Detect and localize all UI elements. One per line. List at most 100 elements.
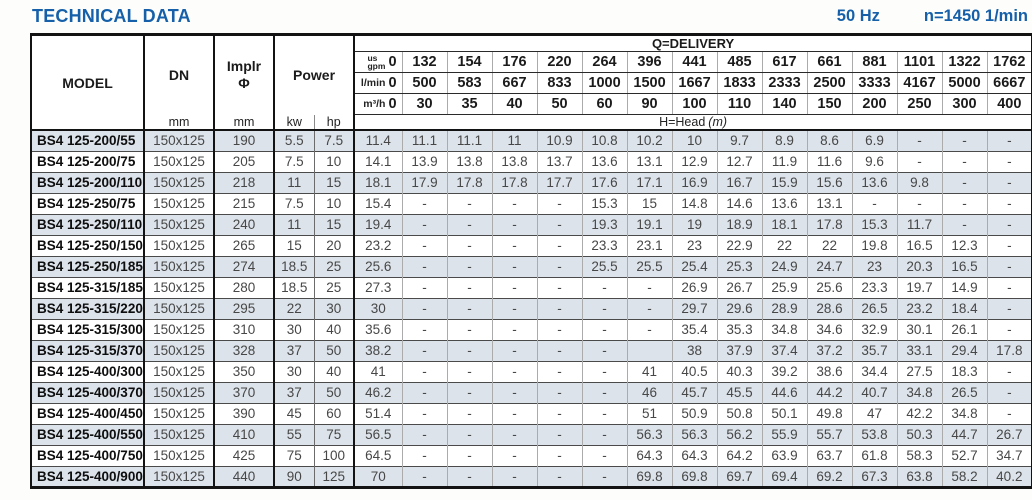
head-value-cell: 51.4 <box>353 402 403 424</box>
impeller-cell: 410 <box>214 423 275 445</box>
hp-cell: 25 <box>314 276 355 298</box>
dn-cell: 150x125 <box>144 444 215 466</box>
head-value-cell: - <box>896 192 943 214</box>
head-value-cell: 26.7 <box>716 276 763 298</box>
head-value-cell: 17.7 <box>536 171 583 193</box>
page-title: TECHNICAL DATA <box>32 6 191 26</box>
head-value-cell: 15.3 <box>851 213 898 235</box>
head-value-cell: - <box>536 255 583 277</box>
table-row: BS4 125-250/75 150x125 215 7.5 10 15.4- - - -15.… <box>31 192 1032 214</box>
hp-cell: 25 <box>314 255 355 277</box>
head-value-cell: 33.1 <box>896 339 943 361</box>
model-cell: BS4 125-250/110 <box>31 213 145 235</box>
kw-cell: 5.5 <box>274 129 315 151</box>
head-value-cell: - <box>581 318 628 340</box>
head-value-cell: - <box>401 255 448 277</box>
head-value-cell: - <box>401 297 448 319</box>
impeller-cell: 390 <box>214 402 275 424</box>
flow-value-cell: 2500 <box>806 72 853 94</box>
flow-value-cell: 400 <box>986 93 1032 115</box>
col-header-dn: DN <box>144 34 215 115</box>
hp-label: hp <box>326 114 341 129</box>
speed-label: n=1450 1/min <box>923 7 1028 25</box>
flow-value-cell: 583 <box>446 72 493 94</box>
model-cell: BS4 125-250/75 <box>31 192 145 214</box>
head-value-cell: 22.9 <box>716 234 763 256</box>
head-value-cell: 40.2 <box>986 465 1032 487</box>
head-value-cell: - <box>536 444 583 466</box>
impeller-label: Implr <box>226 57 262 74</box>
flow-value-cell: 264 <box>581 51 628 73</box>
head-value-cell: 41 <box>353 360 403 382</box>
head-value-cell: - <box>446 192 493 214</box>
impeller-cell: 425 <box>214 444 275 466</box>
head-value-cell: 56.5 <box>353 423 403 445</box>
head-value-cell: 63.7 <box>806 444 853 466</box>
head-value-cell: - <box>581 402 628 424</box>
head-value-cell: - <box>626 318 673 340</box>
flow-value-cell: 1667 <box>671 72 718 94</box>
head-value-cell: - <box>401 234 448 256</box>
head-value-cell: 6.9 <box>851 129 898 151</box>
table-row: BS4 125-400/370 150x125 370 37 50 46.2- - - - -46… <box>31 381 1032 403</box>
impeller-cell: 215 <box>214 192 275 214</box>
head-value-cell: 26.9 <box>671 276 718 298</box>
flow-unit-label: m³/h <box>363 97 386 110</box>
head-value-cell: 19.1 <box>626 213 673 235</box>
flow-unit-cell: us gpm 0 <box>353 51 403 73</box>
head-value-cell: 23.2 <box>353 234 403 256</box>
head-value-cell: 34.4 <box>851 360 898 382</box>
head-value-cell: 17.8 <box>446 171 493 193</box>
kw-cell: 18.5 <box>274 255 315 277</box>
head-value-cell: - <box>491 381 538 403</box>
hp-cell: 100 <box>314 444 355 466</box>
head-value-cell: 25.4 <box>671 255 718 277</box>
head-value-cell: 64.3 <box>626 444 673 466</box>
head-value-cell: - <box>446 423 493 445</box>
head-value-cell: 39.2 <box>761 360 808 382</box>
h-head-unit: (m) <box>708 115 728 129</box>
head-value-cell: 55.7 <box>806 423 853 445</box>
head-value-cell: 17.1 <box>626 171 673 193</box>
head-value-cell: - <box>491 465 538 487</box>
head-value-cell: 50.3 <box>896 423 943 445</box>
head-value-cell: 16.5 <box>896 234 943 256</box>
flow-value-cell: 6667 <box>986 72 1032 94</box>
head-value-cell: 11 <box>491 129 538 151</box>
head-value-cell: - <box>401 360 448 382</box>
head-value-cell: - <box>491 213 538 235</box>
head-value-cell: 12.7 <box>716 150 763 172</box>
head-value-cell: 9.8 <box>896 171 943 193</box>
head-value-cell: - <box>401 444 448 466</box>
head-value-cell: 29.7 <box>671 297 718 319</box>
model-cell: BS4 125-400/300 <box>31 360 145 382</box>
head-value-cell: - <box>986 402 1032 424</box>
head-value-cell: 13.8 <box>491 150 538 172</box>
head-value-cell: 50.8 <box>716 402 763 424</box>
model-cell: BS4 125-315/185 <box>31 276 145 298</box>
impeller-cell: 190 <box>214 129 275 151</box>
head-value-cell: - <box>491 360 538 382</box>
flow-value-cell: 140 <box>761 93 808 115</box>
head-value-cell: 25.9 <box>761 276 808 298</box>
kw-cell: 75 <box>274 444 315 466</box>
head-value-cell: 10 <box>671 129 718 151</box>
head-value-cell: 26.5 <box>851 297 898 319</box>
flow-value-cell: 1322 <box>941 51 988 73</box>
impeller-unit-label: mm <box>214 114 275 130</box>
col-header-impeller: Implr Φ <box>214 34 275 115</box>
head-value-cell: 17.6 <box>581 171 628 193</box>
head-value-cell: 19.8 <box>851 234 898 256</box>
hp-cell: 50 <box>314 339 355 361</box>
frequency-label: 50 Hz <box>836 7 880 25</box>
head-value-cell: 38.2 <box>353 339 403 361</box>
head-value-cell: - <box>986 171 1032 193</box>
table-row: BS4 125-315/300 150x125 310 30 40 35.6- - - - - -3… <box>31 318 1032 340</box>
technical-data-table: MODEL DN Implr Φ Power Q=DELIVERY us gpm 0… <box>30 33 1032 489</box>
head-value-cell: 15.9 <box>761 171 808 193</box>
h-head-label: H=Head (m) <box>353 114 1032 130</box>
flow-unit-cell: m³/h 0 <box>353 93 403 115</box>
head-value-cell: - <box>536 318 583 340</box>
head-value-cell: - <box>941 129 988 151</box>
dn-cell: 150x125 <box>144 150 215 172</box>
